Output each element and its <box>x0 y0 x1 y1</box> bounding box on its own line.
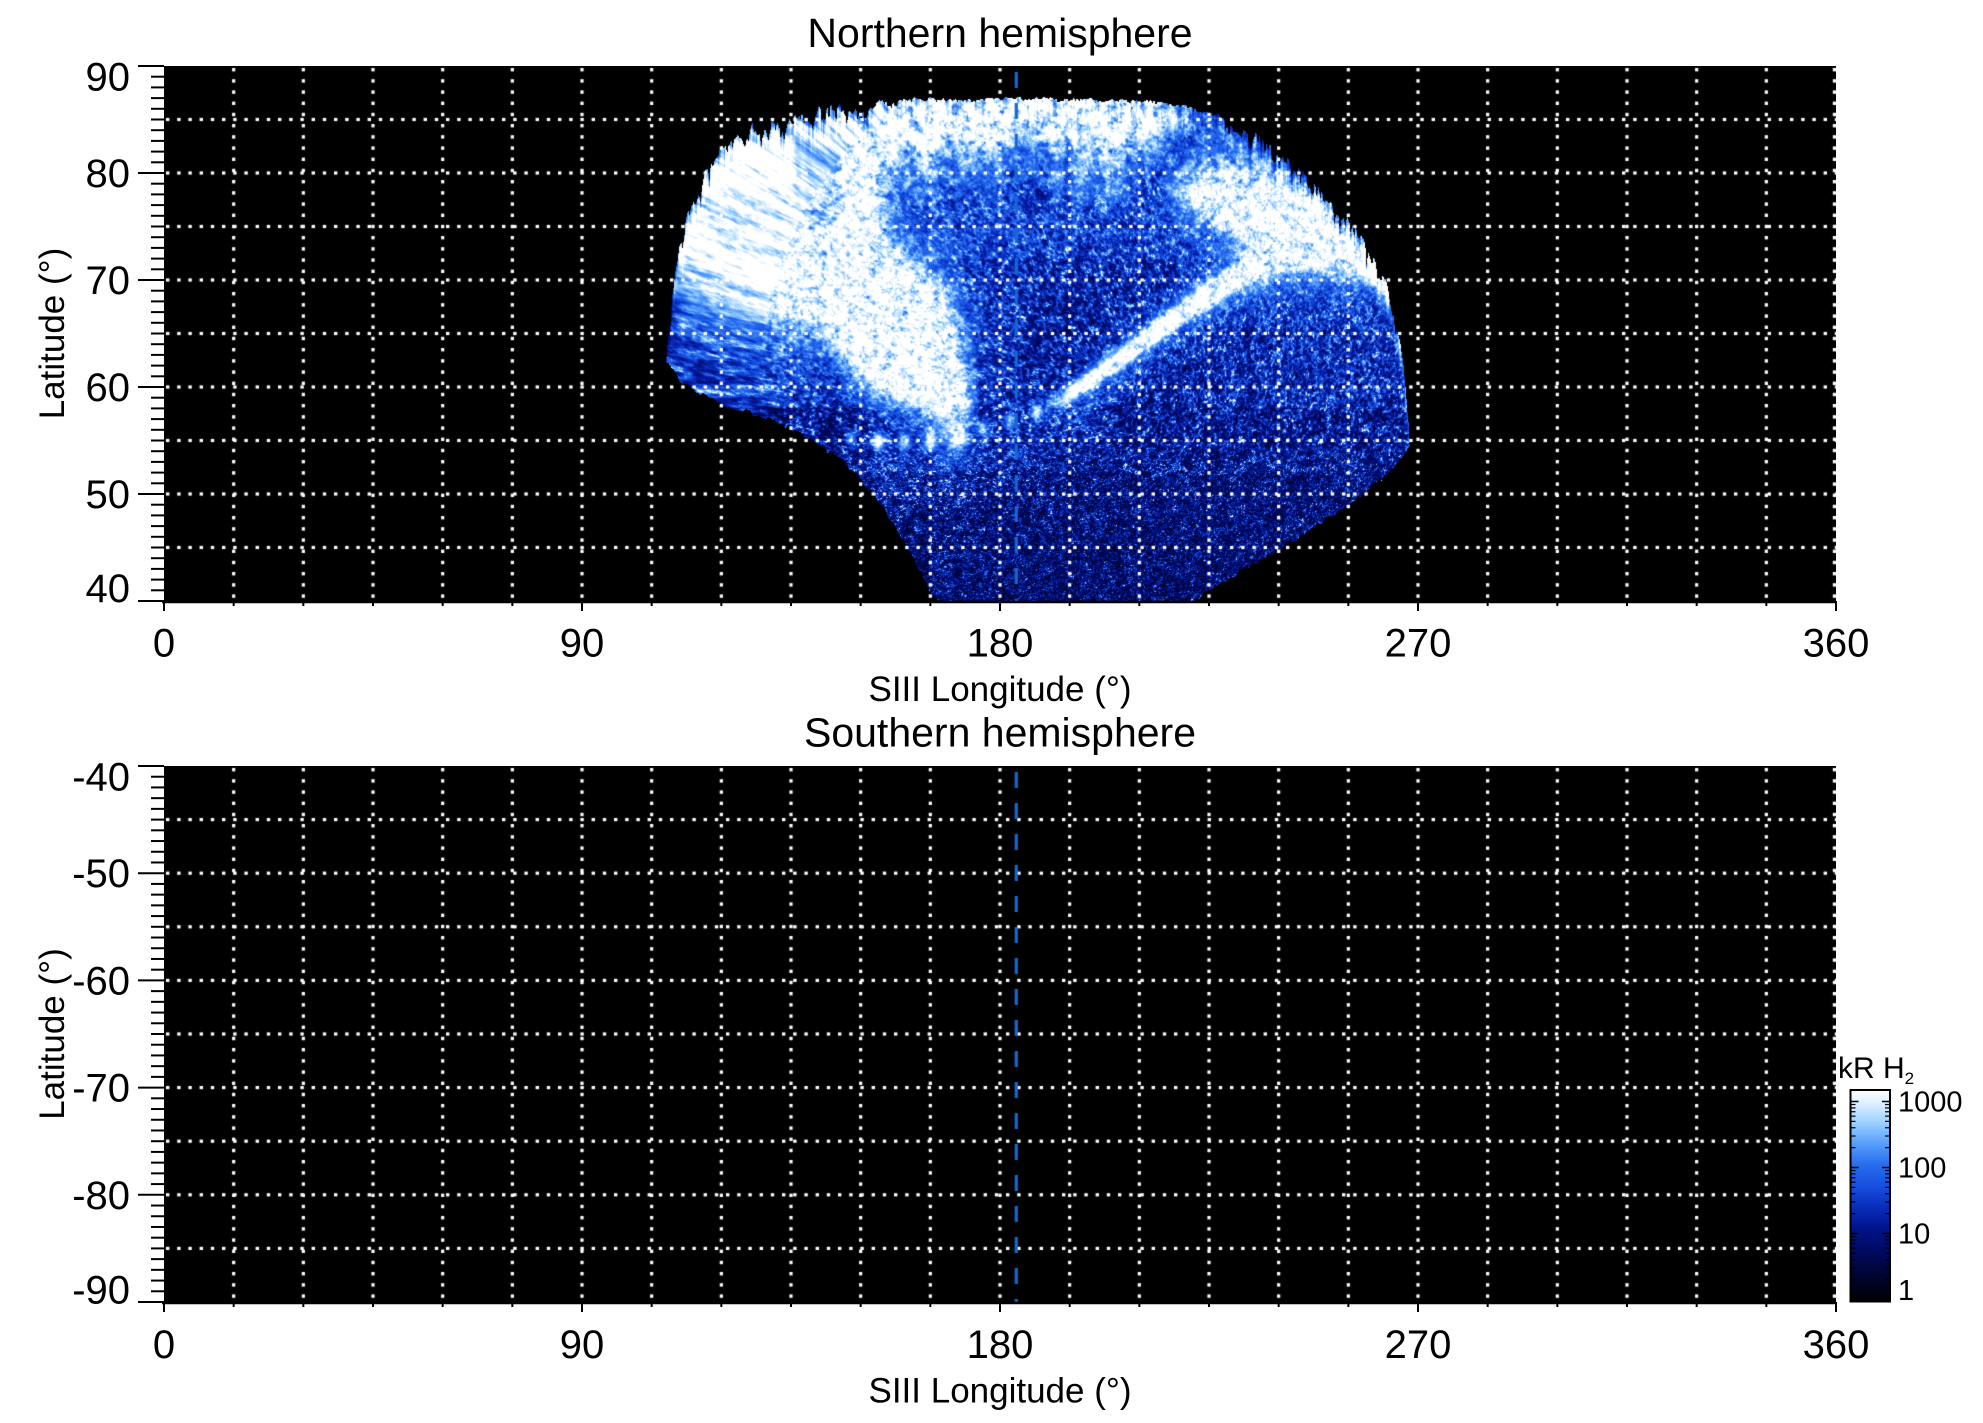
svg-text:100: 100 <box>1898 1153 1946 1185</box>
svg-text:90: 90 <box>560 1323 605 1367</box>
svg-text:1000: 1000 <box>1898 1087 1963 1119</box>
svg-text:-40: -40 <box>72 756 130 800</box>
svg-text:0: 0 <box>153 1323 175 1367</box>
svg-text:180: 180 <box>967 1323 1034 1367</box>
svg-text:270: 270 <box>1385 1323 1452 1367</box>
svg-text:-70: -70 <box>72 1067 130 1111</box>
svg-text:SIII Longitude (°): SIII Longitude (°) <box>868 1372 1131 1411</box>
svg-text:270: 270 <box>1385 621 1452 665</box>
svg-text:40: 40 <box>86 567 131 611</box>
svg-text:70: 70 <box>86 259 131 303</box>
svg-text:90: 90 <box>86 56 131 100</box>
svg-text:-50: -50 <box>72 852 130 896</box>
svg-text:360: 360 <box>1803 1323 1870 1367</box>
svg-text:50: 50 <box>86 473 131 517</box>
svg-text:-90: -90 <box>72 1269 130 1313</box>
svg-text:SIII Longitude (°): SIII Longitude (°) <box>868 670 1131 709</box>
svg-text:-80: -80 <box>72 1174 130 1218</box>
svg-text:Latitude (°): Latitude (°) <box>33 948 72 1120</box>
svg-text:60: 60 <box>86 366 131 410</box>
svg-text:80: 80 <box>86 152 131 196</box>
svg-text:10: 10 <box>1898 1219 1930 1251</box>
svg-text:180: 180 <box>967 621 1034 665</box>
svg-text:-60: -60 <box>72 959 130 1003</box>
svg-text:1: 1 <box>1898 1275 1914 1307</box>
svg-text:Latitude (°): Latitude (°) <box>33 248 72 420</box>
svg-text:360: 360 <box>1803 621 1870 665</box>
svg-text:90: 90 <box>560 621 605 665</box>
svg-text:kR H2: kR H2 <box>1838 1052 1914 1088</box>
svg-text:Northern hemisphere: Northern hemisphere <box>807 10 1192 56</box>
svg-text:0: 0 <box>153 621 175 665</box>
svg-text:Southern hemisphere: Southern hemisphere <box>804 710 1196 756</box>
